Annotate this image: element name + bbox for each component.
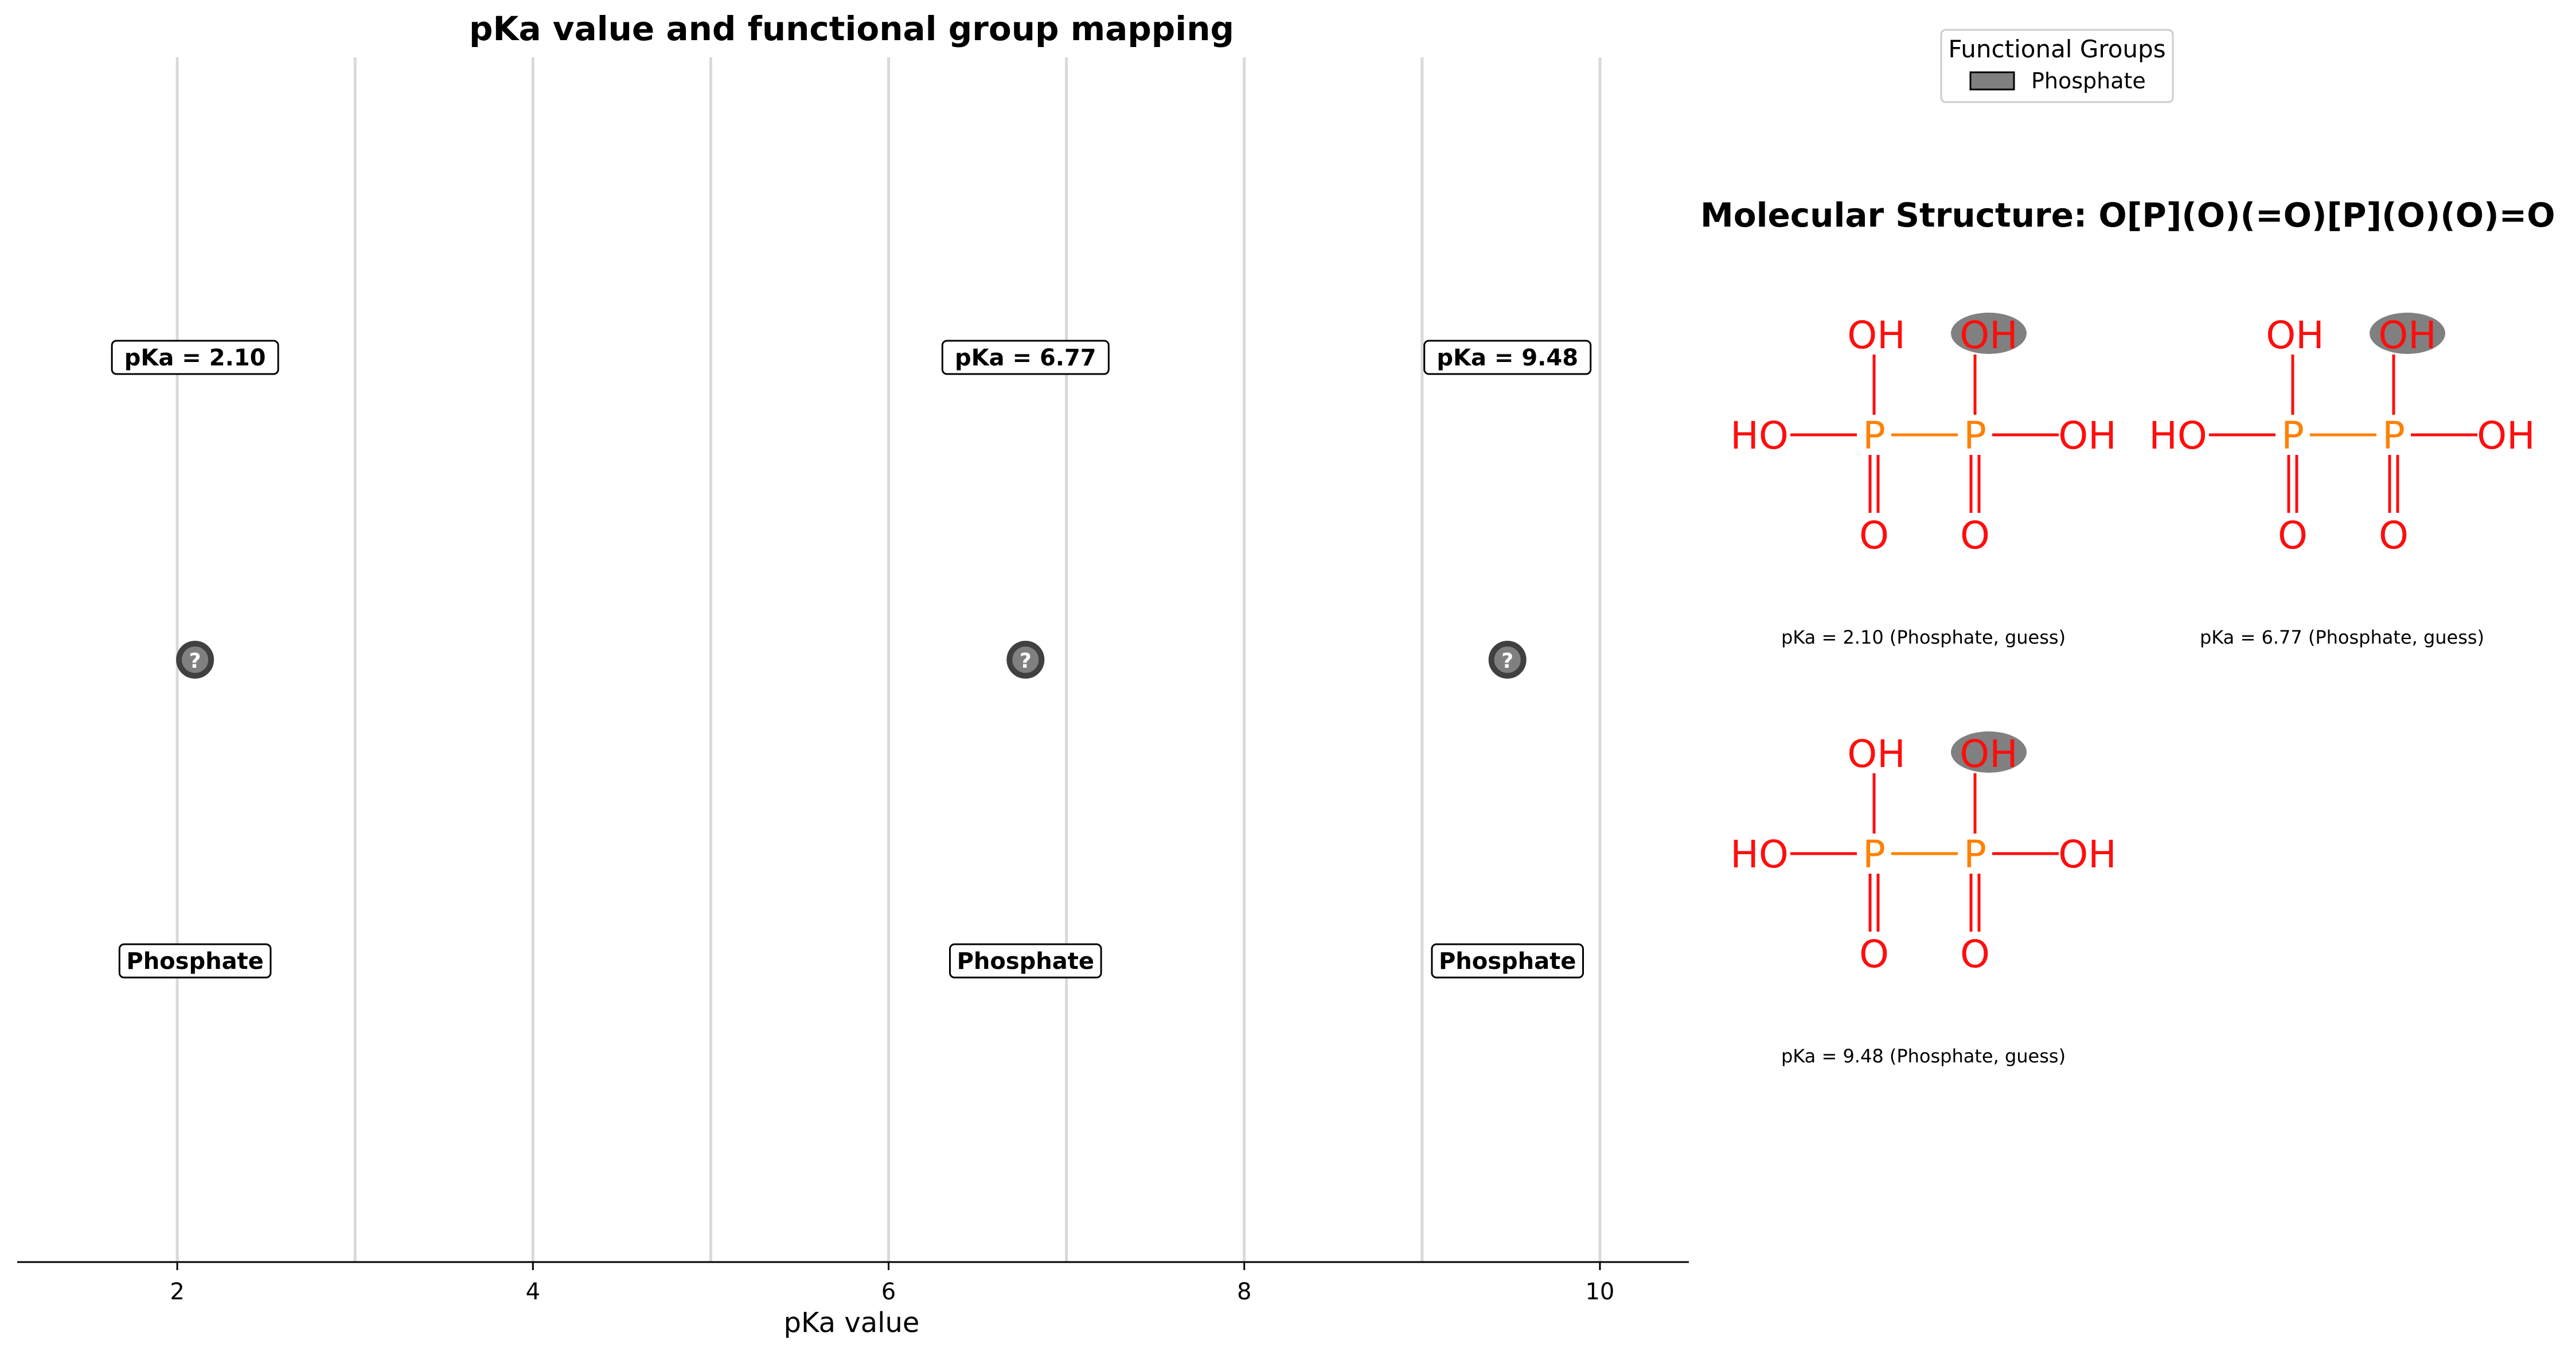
atom-label-oh: OH xyxy=(1960,732,2018,776)
molecule-caption: pKa = 2.10 (Phosphate, guess) xyxy=(1781,626,2066,648)
pka-value-label-box xyxy=(111,340,279,375)
functional-group-label: Phosphate xyxy=(1439,948,1576,975)
structure-title: Molecular Structure: O[P](O)(=O)[P](O)(O… xyxy=(1700,196,2555,235)
legend-title: Functional Groups xyxy=(1948,35,2165,63)
atom-label-oh: OH xyxy=(1847,732,1906,776)
atom-label-o: O xyxy=(1859,513,1889,558)
atom-label-oh: OH xyxy=(2378,313,2437,357)
pka-value-label-box xyxy=(941,340,1110,375)
atom-label-o: O xyxy=(1960,513,1990,558)
x-tick-label: 6 xyxy=(881,1279,896,1305)
atom-label-o: O xyxy=(2278,513,2308,558)
functional-group-label: Phosphate xyxy=(957,948,1094,975)
x-tick-label: 2 xyxy=(170,1279,184,1305)
atom-label-o: O xyxy=(2379,513,2409,558)
atom-label-p: P xyxy=(1863,832,1886,877)
legend: Functional Groups Phosphate xyxy=(1940,29,2174,103)
point-marker xyxy=(1006,641,1045,679)
data-point: pKa = 9.48? Phosphate xyxy=(1423,340,1592,979)
pka-chart: pKa value and functional group mapping 2… xyxy=(17,9,1689,1339)
pka-value-label: pKa = 6.77 xyxy=(955,345,1096,371)
atom-label-ho: HO xyxy=(1730,832,1789,877)
point-marker-symbol: ? xyxy=(189,649,201,673)
atom-label-o: O xyxy=(1859,932,1889,976)
point-marker xyxy=(1488,641,1527,679)
x-ticks: 2 4 6 8 10 xyxy=(170,1262,1614,1305)
x-tick-label: 4 xyxy=(526,1279,540,1305)
ionizable-site-highlight xyxy=(2370,313,2445,354)
atom-label-ho: HO xyxy=(1730,414,1789,458)
structure-panel: Molecular Structure: O[P](O)(=O)[P](O)(O… xyxy=(1700,196,2555,1067)
atom-label-oh: OH xyxy=(1847,313,1906,357)
ionizable-site-highlight xyxy=(1951,731,2027,773)
x-axis-label: pKa value xyxy=(784,1307,920,1339)
functional-group-label: Phosphate xyxy=(126,948,263,975)
point-marker xyxy=(176,641,214,679)
data-points: pKa = 2.10? Phosphate pKa = 6.77? Phosphate… xyxy=(111,340,1592,979)
data-point: pKa = 2.10? Phosphate xyxy=(111,340,279,979)
chart-title: pKa value and functional group mapping xyxy=(469,9,1234,48)
molecule-caption: pKa = 9.48 (Phosphate, guess) xyxy=(1781,1045,2066,1067)
atom-label-p: P xyxy=(1863,414,1886,458)
grid-lines xyxy=(175,57,1602,1262)
point-marker-symbol: ? xyxy=(1020,649,1032,673)
atom-label-oh: OH xyxy=(2266,313,2324,357)
pka-value-label-box xyxy=(1423,340,1592,375)
molecule-caption: pKa = 6.77 (Phosphate, guess) xyxy=(2200,626,2484,648)
atom-label-p: P xyxy=(2382,414,2405,458)
functional-group-label-box xyxy=(118,943,272,979)
legend-entry-phosphate: Phosphate xyxy=(2031,68,2146,94)
pka-value-label: pKa = 2.10 xyxy=(124,345,266,371)
atom-label-oh: OH xyxy=(1960,313,2018,357)
functional-group-label-box xyxy=(949,943,1102,979)
atom-label-ho: HO xyxy=(2149,414,2207,458)
functional-group-label-box xyxy=(1431,943,1584,979)
x-tick-label: 8 xyxy=(1237,1279,1251,1305)
x-tick-label: 10 xyxy=(1585,1279,1614,1305)
atom-label-oh: OH xyxy=(2477,414,2535,458)
ionizable-site-highlight xyxy=(1951,313,2027,354)
atom-label-p: P xyxy=(1964,832,1986,877)
atom-label-oh: OH xyxy=(2058,414,2117,458)
atom-label-p: P xyxy=(2281,414,2304,458)
point-marker-symbol: ? xyxy=(1501,649,1513,673)
pka-value-label: pKa = 9.48 xyxy=(1437,345,1578,371)
atom-label-o: O xyxy=(1960,932,1990,976)
atom-label-p: P xyxy=(1964,414,1986,458)
atom-label-oh: OH xyxy=(2058,832,2117,877)
data-point: pKa = 6.77? Phosphate xyxy=(941,340,1110,979)
legend-swatch-phosphate xyxy=(1969,71,2015,91)
